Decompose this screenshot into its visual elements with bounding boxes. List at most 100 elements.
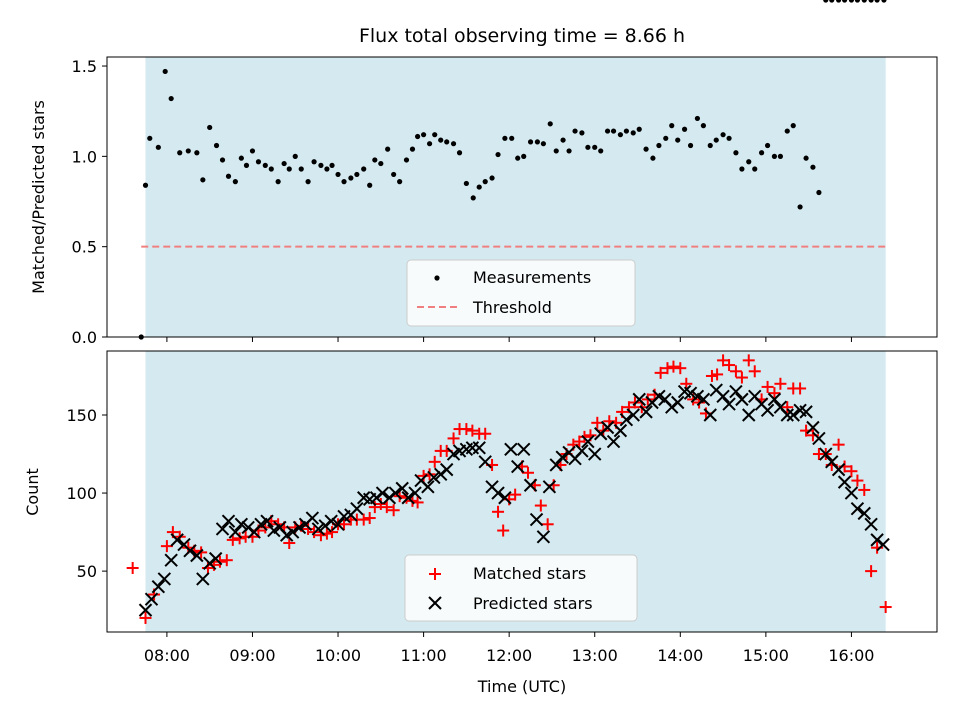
data-point	[521, 153, 527, 159]
data-point	[781, 401, 794, 414]
data-point	[350, 501, 364, 516]
data-point	[536, 530, 551, 544]
data-point	[761, 380, 774, 393]
series-predicted-stars	[138, 383, 890, 617]
data-point	[432, 132, 438, 138]
data-point	[375, 486, 390, 500]
data-point	[810, 164, 816, 170]
data-point	[318, 162, 324, 168]
data-point	[848, 0, 855, 3]
data-point	[656, 142, 662, 149]
data-point	[215, 522, 230, 536]
data-point	[720, 132, 726, 138]
data-point	[285, 525, 300, 539]
data-point	[829, 0, 835, 3]
data-point	[572, 128, 578, 134]
data-point	[428, 455, 441, 468]
data-point	[707, 142, 713, 149]
legend-measurements-label: Measurements	[473, 268, 591, 287]
legend-matched-label: Matched stars	[473, 564, 586, 583]
data-point	[591, 416, 604, 429]
data-point	[823, 0, 829, 3]
data-point	[196, 572, 210, 586]
data-point	[598, 148, 604, 154]
data-point	[527, 139, 534, 145]
data-point	[858, 483, 871, 496]
data-point	[806, 420, 820, 435]
data-point	[832, 438, 845, 451]
data-point	[463, 180, 469, 187]
data-point	[771, 153, 778, 159]
data-point	[144, 592, 159, 606]
bottom-panel-frame	[106, 350, 938, 633]
y-tick-label: 0.0	[72, 328, 97, 347]
series-measurements	[138, 0, 887, 340]
data-point	[623, 128, 629, 134]
data-point	[617, 132, 624, 138]
x-tick-label: 13:00	[572, 646, 618, 665]
data-point	[575, 444, 589, 458]
data-point	[748, 365, 761, 378]
legend-matched-marker	[429, 568, 441, 580]
data-point	[183, 544, 197, 558]
data-point	[529, 512, 544, 527]
data-point	[780, 408, 794, 422]
top-x-ticks	[166, 337, 852, 342]
data-point	[876, 537, 890, 552]
y-tick-label: 1.5	[72, 57, 97, 76]
data-point	[630, 130, 636, 136]
data-point	[696, 392, 711, 407]
data-point	[378, 160, 384, 167]
data-point	[387, 504, 400, 517]
bottom-panel: 50 100 150 08:00 09:00 10:00 11:00 12:00 13:00 1…	[23, 350, 938, 696]
data-point	[639, 405, 653, 419]
data-point	[164, 553, 178, 567]
data-point	[138, 603, 153, 617]
data-point	[547, 121, 553, 127]
data-point	[711, 368, 724, 381]
data-point	[255, 159, 262, 165]
data-point	[219, 157, 226, 163]
data-point	[752, 166, 758, 172]
top-y-axis-label: Matched/Predicted stars	[29, 100, 48, 294]
data-point	[797, 204, 803, 210]
data-point	[835, 0, 842, 3]
data-point	[495, 151, 501, 158]
data-point	[837, 475, 852, 489]
data-point	[654, 366, 667, 379]
data-point	[868, 0, 874, 3]
x-tick-label: 11:00	[401, 646, 447, 665]
data-point	[819, 447, 833, 461]
data-point	[260, 514, 274, 528]
data-point	[281, 160, 287, 167]
data-point	[600, 420, 615, 435]
data-point	[816, 189, 822, 196]
data-point	[874, 0, 880, 3]
data-point	[502, 135, 508, 141]
data-point	[498, 491, 512, 505]
data-point	[338, 518, 351, 531]
data-point	[286, 166, 292, 172]
data-point	[155, 144, 161, 150]
data-point	[357, 513, 370, 526]
x-tick-label: 15:00	[743, 646, 789, 665]
data-point	[643, 146, 649, 152]
data-point	[632, 392, 646, 407]
data-point	[681, 126, 688, 132]
data-point	[476, 184, 482, 190]
top-panel-frame	[106, 56, 938, 338]
data-point	[790, 123, 796, 129]
data-point	[784, 128, 790, 134]
data-point	[460, 423, 473, 436]
y-tick-label: 150	[66, 406, 97, 425]
data-point	[619, 412, 634, 427]
data-point	[592, 144, 598, 150]
data-point	[311, 522, 326, 536]
data-point	[735, 371, 748, 384]
data-point	[604, 128, 611, 134]
data-point	[354, 171, 360, 178]
data-point	[675, 137, 681, 143]
data-point	[774, 377, 787, 390]
legend-threshold-label: Threshold	[472, 298, 552, 317]
data-point	[444, 139, 450, 145]
